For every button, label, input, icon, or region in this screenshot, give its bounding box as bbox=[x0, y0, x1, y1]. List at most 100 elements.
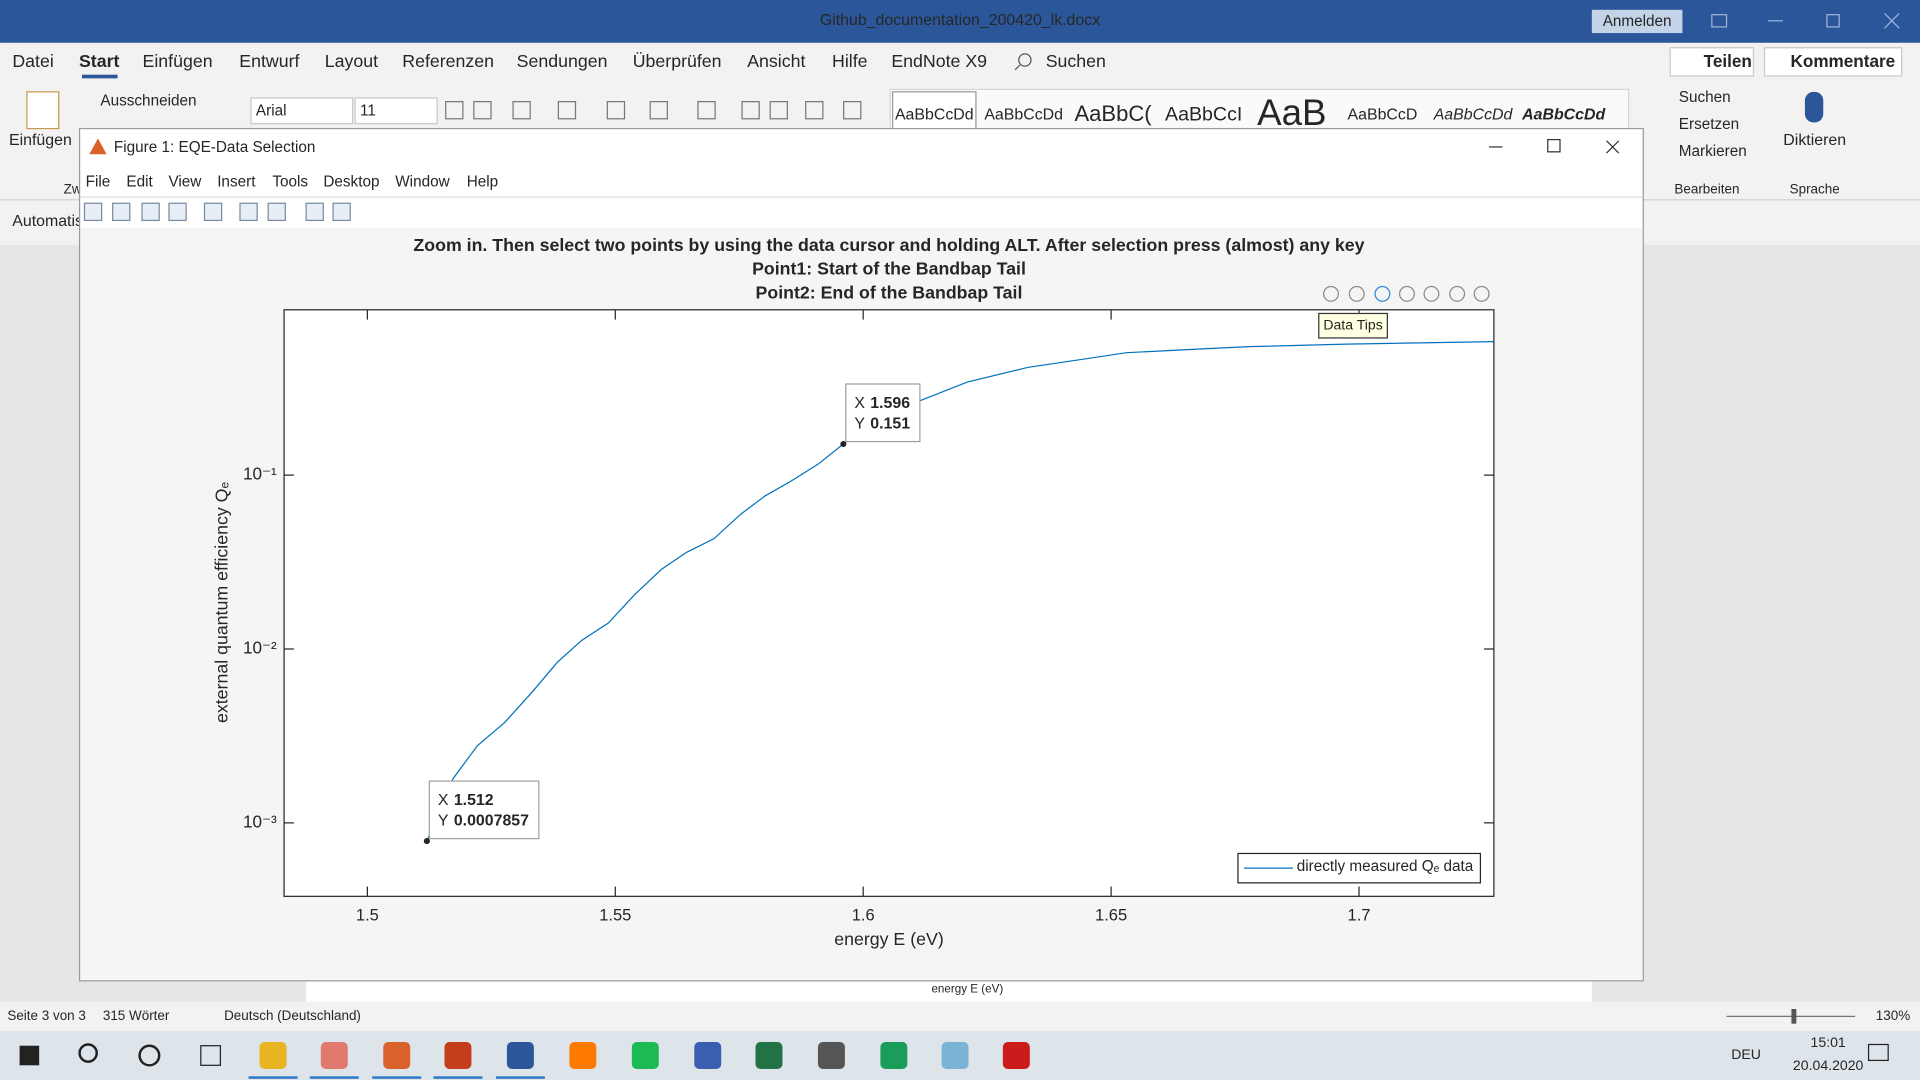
comments-label[interactable]: Kommentare bbox=[1791, 51, 1896, 71]
toolbar-button[interactable] bbox=[203, 202, 223, 222]
ribbon-icon[interactable] bbox=[445, 101, 464, 120]
search-button[interactable] bbox=[78, 1043, 98, 1063]
ribbon-tab[interactable]: Sendungen bbox=[517, 51, 608, 71]
ribbon-tab[interactable]: Referenzen bbox=[402, 51, 494, 71]
sign-in-label[interactable]: Anmelden bbox=[1603, 13, 1672, 30]
datatip-point[interactable] bbox=[423, 838, 430, 845]
tray-date[interactable]: 20.04.2020 bbox=[1793, 1057, 1864, 1073]
toolbar-button[interactable] bbox=[239, 202, 258, 222]
datatip-point[interactable] bbox=[840, 440, 847, 448]
axes-toolbar-button[interactable] bbox=[1348, 285, 1365, 302]
cortana-button[interactable] bbox=[138, 1044, 161, 1067]
taskbar-app[interactable] bbox=[941, 1042, 969, 1069]
ribbon-tab[interactable]: Hilfe bbox=[832, 51, 868, 71]
toolbar-button[interactable] bbox=[112, 202, 131, 222]
close[interactable] bbox=[1884, 13, 1900, 29]
taskbar-app[interactable] bbox=[320, 1042, 348, 1069]
taskbar-app[interactable] bbox=[383, 1042, 411, 1069]
tray-time[interactable]: 15:01 bbox=[1811, 1034, 1846, 1050]
taskbar-app[interactable] bbox=[444, 1042, 472, 1069]
restore[interactable] bbox=[1826, 14, 1840, 28]
ribbon-icon[interactable] bbox=[473, 101, 492, 120]
ribbon-tab[interactable]: Überprüfen bbox=[633, 51, 722, 71]
style-item[interactable]: AaBbCcDd bbox=[895, 106, 974, 123]
figure-menu[interactable]: File bbox=[86, 173, 111, 190]
ribbon-icon[interactable] bbox=[805, 101, 824, 120]
style-item[interactable]: AaBbC( bbox=[1074, 101, 1152, 126]
toolbar-button[interactable] bbox=[83, 202, 103, 222]
style-item[interactable]: AaB bbox=[1257, 92, 1326, 133]
paste-label[interactable]: Einfügen bbox=[9, 132, 72, 149]
figure-menu[interactable]: Tools bbox=[272, 173, 308, 190]
style-item[interactable]: AaBbCcI bbox=[1165, 103, 1242, 125]
axes-toolbar-button[interactable] bbox=[1473, 285, 1490, 302]
start-button[interactable] bbox=[19, 1045, 40, 1066]
ribbon-icon[interactable] bbox=[769, 101, 788, 120]
axes-toolbar-button[interactable] bbox=[1423, 285, 1440, 302]
font-size[interactable]: 11 bbox=[360, 102, 376, 119]
axes-toolbar-button[interactable] bbox=[1398, 285, 1415, 302]
ribbon-icon[interactable] bbox=[697, 101, 716, 120]
toolbar-button[interactable] bbox=[305, 202, 324, 222]
font-name[interactable]: Arial bbox=[256, 102, 287, 119]
ribbon-tab[interactable]: Ansicht bbox=[747, 51, 805, 71]
taskbar-app[interactable] bbox=[880, 1042, 908, 1069]
search-box[interactable]: Suchen bbox=[1046, 51, 1106, 71]
figure-menu[interactable]: Desktop bbox=[323, 173, 379, 190]
ribbon-icon[interactable] bbox=[741, 101, 760, 120]
figure-menu[interactable]: Help bbox=[467, 173, 498, 190]
ribbon-tab[interactable]: Layout bbox=[325, 51, 378, 71]
comments-button[interactable] bbox=[1763, 47, 1903, 77]
sign-in-button[interactable] bbox=[1591, 9, 1683, 34]
ribbon-tab[interactable]: Datei bbox=[12, 51, 53, 71]
paste-icon[interactable] bbox=[26, 91, 60, 130]
toolbar-button[interactable] bbox=[332, 202, 351, 222]
tray-language[interactable]: DEU bbox=[1731, 1046, 1761, 1062]
ribbon-tab[interactable]: Entwurf bbox=[239, 51, 299, 71]
taskbar-app[interactable] bbox=[631, 1042, 659, 1069]
style-item[interactable]: AaBbCcDd bbox=[1433, 106, 1514, 123]
style-item[interactable]: AaBbCcDd bbox=[1521, 106, 1605, 123]
taskbar-app[interactable] bbox=[259, 1042, 287, 1069]
ribbon-options[interactable] bbox=[1711, 14, 1728, 28]
notification-button[interactable] bbox=[1867, 1043, 1889, 1062]
taskbar-app[interactable] bbox=[694, 1042, 722, 1069]
taskbar-app[interactable] bbox=[817, 1042, 845, 1069]
fig-maximize[interactable] bbox=[1547, 138, 1561, 153]
axes-toolbar-button[interactable] bbox=[1374, 285, 1391, 302]
axes-toolbar-button[interactable] bbox=[1323, 285, 1339, 302]
taskbar-app[interactable] bbox=[1002, 1042, 1030, 1069]
style-item[interactable]: AaBbCcD bbox=[1348, 106, 1418, 123]
font-box[interactable] bbox=[250, 97, 354, 125]
figure-menu[interactable]: Insert bbox=[217, 173, 256, 190]
figure-menu[interactable]: Edit bbox=[126, 173, 153, 190]
ribbon-icon[interactable] bbox=[512, 101, 531, 120]
size-box[interactable] bbox=[354, 97, 438, 125]
share-button[interactable] bbox=[1669, 47, 1755, 77]
mic-icon[interactable] bbox=[1804, 91, 1824, 123]
ribbon-icon[interactable] bbox=[649, 101, 668, 120]
cut-label[interactable]: Ausschneiden bbox=[100, 93, 196, 110]
toolbar-button[interactable] bbox=[168, 202, 187, 222]
style-item[interactable]: AaBbCcDd bbox=[984, 106, 1063, 123]
find-label[interactable]: Suchen bbox=[1679, 89, 1731, 106]
toolbar-button[interactable] bbox=[141, 202, 160, 222]
axes-toolbar-button[interactable] bbox=[1449, 285, 1466, 302]
ribbon-tab[interactable]: EndNote X9 bbox=[891, 51, 987, 71]
fig-close[interactable] bbox=[1606, 140, 1620, 154]
replace-label[interactable]: Ersetzen bbox=[1679, 116, 1739, 133]
taskbar-app[interactable] bbox=[569, 1042, 597, 1069]
taskbar-app[interactable] bbox=[755, 1042, 783, 1069]
ribbon-icon[interactable] bbox=[843, 101, 862, 120]
figure-menu[interactable]: Window bbox=[395, 173, 450, 190]
figure-menu[interactable]: View bbox=[168, 173, 202, 190]
dictate-label[interactable]: Diktieren bbox=[1783, 132, 1846, 149]
task-view[interactable] bbox=[200, 1045, 222, 1066]
toolbar-button[interactable] bbox=[267, 202, 286, 222]
status-zoom[interactable]: 130% bbox=[1876, 1008, 1910, 1023]
ribbon-icon[interactable] bbox=[557, 101, 577, 120]
taskbar-app[interactable] bbox=[506, 1042, 534, 1069]
select-label[interactable]: Markieren bbox=[1679, 143, 1747, 160]
ribbon-tab[interactable]: Einfügen bbox=[143, 51, 213, 71]
zoom-thumb[interactable] bbox=[1791, 1008, 1797, 1024]
